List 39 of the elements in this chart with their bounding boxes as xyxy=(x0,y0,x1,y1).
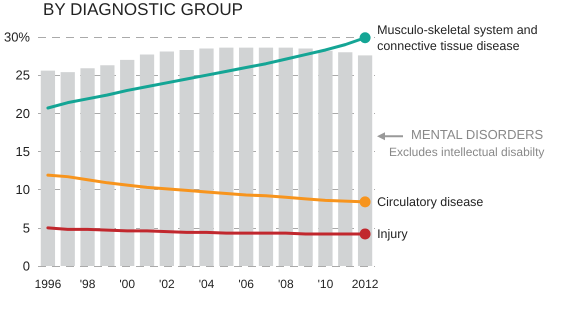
bar xyxy=(60,72,75,266)
y-tick-label: 20 xyxy=(16,106,30,121)
series-label: Circulatory disease xyxy=(377,194,484,209)
bar xyxy=(100,65,115,266)
y-tick-label: 30% xyxy=(4,30,30,44)
y-tick-label: 10 xyxy=(16,182,30,198)
bar xyxy=(80,68,95,266)
x-tick-label: 2012 xyxy=(352,277,379,291)
bar xyxy=(160,52,174,266)
bar xyxy=(219,48,234,266)
bar xyxy=(239,48,254,266)
y-tick-label: 25 xyxy=(16,68,30,83)
y-tick-label: 0 xyxy=(22,258,30,274)
chart-title: BY DIAGNOSTIC GROUP xyxy=(43,0,243,19)
bar xyxy=(199,48,214,266)
bar xyxy=(180,50,194,266)
x-tick-label: '10 xyxy=(318,277,334,291)
x-tick-label: '06 xyxy=(238,277,254,291)
bar xyxy=(338,52,352,266)
bar xyxy=(120,60,134,266)
x-tick-label: '98 xyxy=(80,277,96,291)
text: MENTAL DISORDERS xyxy=(411,127,544,142)
bar xyxy=(258,48,274,266)
x-tick-label: 1996 xyxy=(34,277,62,291)
bar xyxy=(140,54,154,266)
x-tick-label: '02 xyxy=(159,277,175,291)
x-tick-label: '04 xyxy=(198,277,215,291)
series-label: Musculo-skeletal system and connective tissue disease xyxy=(377,22,542,53)
bar xyxy=(318,50,333,266)
bar xyxy=(278,48,293,266)
series-label: Injury xyxy=(377,226,408,241)
bar xyxy=(40,70,56,266)
bar xyxy=(298,48,313,266)
text: Excludes intellectual disabilty xyxy=(389,145,544,160)
y-tick-label: 5 xyxy=(22,220,30,236)
y-tick-label: 15 xyxy=(16,144,30,159)
x-tick-label: '08 xyxy=(278,277,294,291)
x-tick-label: '00 xyxy=(119,277,136,291)
bar xyxy=(358,55,372,266)
